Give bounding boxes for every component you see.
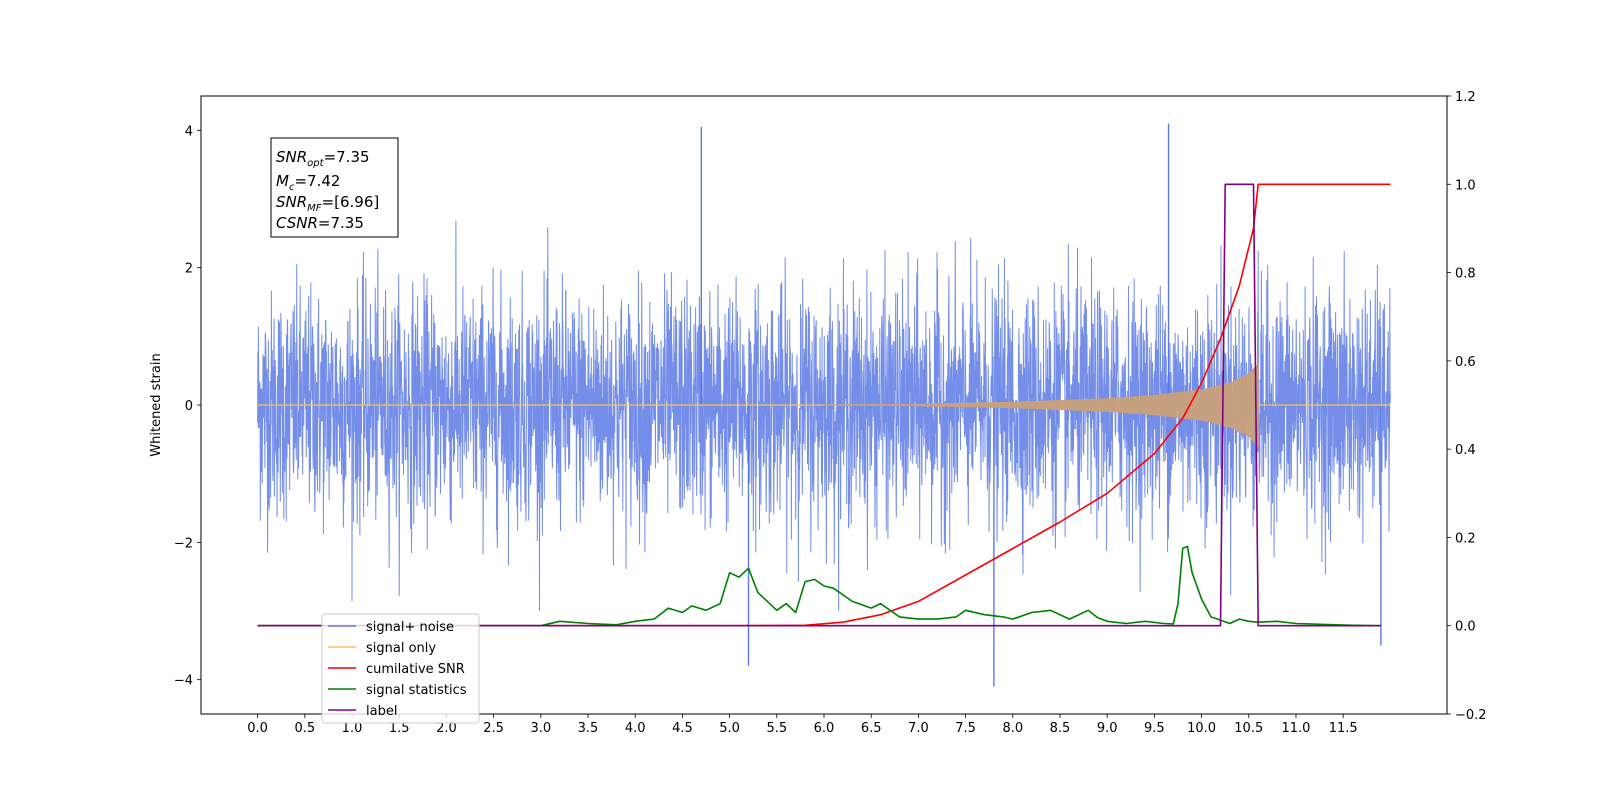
- y-right-tick-label: 0.6: [1455, 355, 1476, 370]
- legend-label-cumulative-snr: cumilative SNR: [366, 662, 465, 677]
- y-right-tick-label: 0.8: [1455, 267, 1476, 282]
- x-tick-label: 10.5: [1234, 721, 1263, 736]
- legend-label-signal-noise: signal+ noise: [366, 620, 454, 635]
- legend-label-signal-only: signal only: [366, 641, 436, 656]
- cumilative-snr-line: [257, 183, 1391, 627]
- x-tick-label: 1.0: [342, 721, 363, 736]
- x-tick-label: 8.0: [1002, 721, 1023, 736]
- x-tick-label: 2.5: [483, 721, 504, 736]
- y-right-tick-label: 0.4: [1455, 443, 1476, 458]
- x-tick-label: 6.5: [861, 721, 882, 736]
- y-right-tick-label: −0.2: [1455, 708, 1487, 723]
- signal-only-series: [257, 362, 1391, 448]
- x-tick-label: 4.0: [625, 721, 646, 736]
- x-tick-label: 0.0: [247, 721, 268, 736]
- legend-label-label: label: [366, 704, 397, 719]
- y-right-tick-label: 0.2: [1455, 531, 1476, 546]
- signal-statistics-line: [257, 545, 1381, 627]
- signal-only-chirp: [823, 362, 1259, 448]
- y-axis-right: 1.2 1.0 0.8 0.6 0.4 0.2 0.0 −0.2: [1447, 90, 1487, 723]
- x-tick-label: 5.0: [719, 721, 740, 736]
- x-tick-label: 10.0: [1187, 721, 1216, 736]
- y-left-tick-label: 0: [185, 399, 193, 414]
- annotation-csnr: CSNR=7.35: [276, 214, 364, 232]
- x-tick-label: 4.5: [672, 721, 693, 736]
- legend: signal+ noise signal only cumilative SNR…: [321, 613, 480, 724]
- x-tick-label: 3.0: [530, 721, 551, 736]
- x-tick-label: 2.0: [436, 721, 457, 736]
- x-tick-label: 8.5: [1050, 721, 1071, 736]
- right-axis-series: [257, 183, 1391, 627]
- x-tick-label: 7.0: [908, 721, 929, 736]
- annotation-snr-opt: SNRopt=7.35: [276, 148, 370, 169]
- y-right-tick-label: 1.2: [1455, 90, 1476, 105]
- x-axis: 0.0 0.5 1.0 1.5 2.0 2.5 3.0 3.5 4.0 4.5 5.0 5.5 6.0 6…: [247, 714, 1358, 736]
- y-right-tick-label: 0.0: [1455, 620, 1476, 635]
- x-tick-label: 5.5: [766, 721, 787, 736]
- x-tick-label: 3.5: [578, 721, 599, 736]
- annotation-box: SNRopt=7.35 Mc=7.42 SNRMF=[6.96] CSNR=7.…: [270, 137, 399, 238]
- y-left-tick-label: −2: [174, 536, 193, 551]
- x-tick-label: 11.0: [1281, 721, 1310, 736]
- y-left-tick-label: −4: [174, 674, 193, 689]
- x-tick-label: 9.5: [1144, 721, 1165, 736]
- y-axis-left: 4 2 0 −2 −4: [174, 124, 201, 689]
- label-line: [257, 183, 1381, 627]
- annotation-snr-mf: SNRMF=[6.96]: [276, 193, 379, 214]
- x-tick-label: 1.5: [389, 721, 410, 736]
- x-tick-label: 6.0: [814, 721, 835, 736]
- x-tick-label: 7.5: [955, 721, 976, 736]
- x-tick-label: 0.5: [294, 721, 315, 736]
- legend-box: [321, 613, 480, 724]
- y-left-tick-label: 4: [185, 124, 193, 139]
- y-right-tick-label: 1.0: [1455, 178, 1476, 193]
- x-tick-label: 11.5: [1329, 721, 1358, 736]
- legend-label-signal-statistics: signal statistics: [366, 683, 467, 698]
- y-axis-label: Whitened strain: [149, 353, 164, 456]
- x-tick-label: 9.0: [1097, 721, 1118, 736]
- y-left-tick-label: 2: [185, 262, 193, 277]
- annotation-mc: Mc=7.42: [276, 172, 340, 193]
